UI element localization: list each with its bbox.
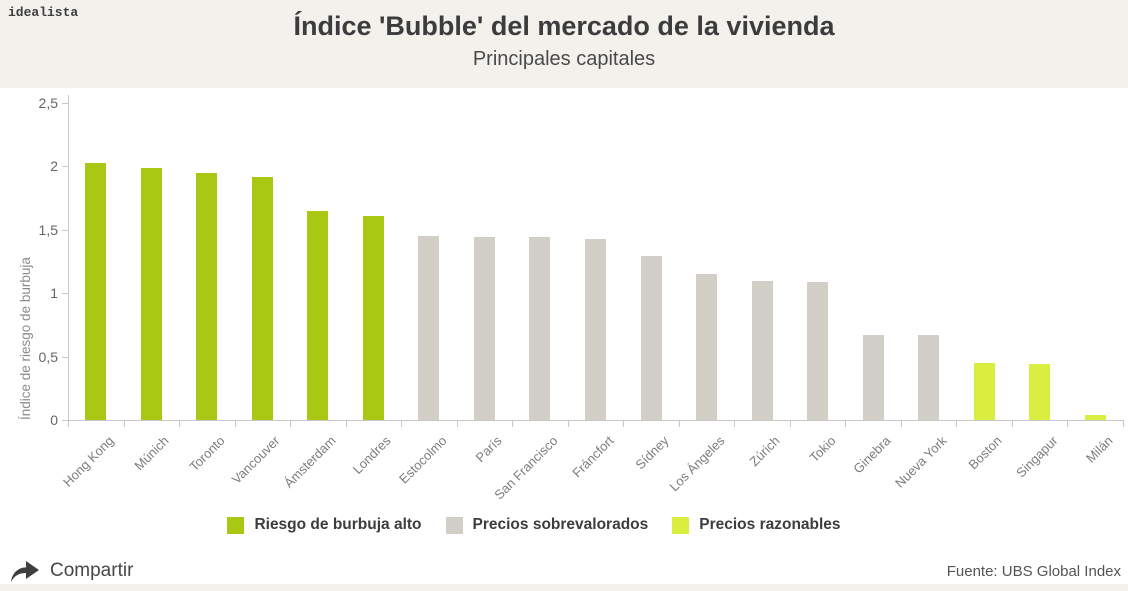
y-tick-mark	[62, 420, 68, 421]
chart-subtitle: Principales capitales	[472, 48, 656, 70]
bar-san-francisco	[529, 237, 550, 420]
y-tick-label: 1,5	[38, 221, 58, 238]
bar-amsterdam	[307, 211, 328, 420]
y-tick-label: 0	[50, 412, 58, 428]
bar-los-angeles	[696, 274, 717, 420]
y-tick-mark	[62, 229, 68, 231]
bar-milan	[1085, 415, 1106, 420]
legend-label: Riesgo de burbuja alto	[254, 516, 422, 533]
x-tick-mark	[1123, 420, 1124, 427]
x-tick-label: Hong Kong	[59, 433, 117, 490]
legend: Riesgo de burbuja alto Precios sobrevalo…	[0, 516, 1098, 534]
bar-estocolmo	[418, 236, 439, 420]
y-tick-label: 0,5	[38, 348, 58, 365]
x-tick-mark	[1067, 420, 1068, 427]
y-tick-label: 2,5	[38, 95, 58, 111]
x-tick-mark	[1012, 420, 1013, 427]
y-tick-mark	[62, 356, 68, 358]
x-tick-mark	[901, 420, 902, 427]
y-tick-mark	[62, 103, 68, 104]
bar-singapur	[1029, 364, 1050, 420]
y-tick-label: 2	[50, 158, 58, 175]
x-tick-mark	[956, 420, 957, 427]
x-axis	[68, 420, 1123, 421]
y-axis	[68, 95, 69, 427]
share-button[interactable]: Compartir	[9, 558, 133, 584]
y-tick-mark	[62, 293, 68, 295]
x-tick-mark	[790, 420, 791, 427]
share-arrow-icon	[9, 558, 41, 584]
bar-paris	[474, 237, 495, 420]
share-label: Compartir	[50, 560, 134, 581]
bar-francfort	[585, 239, 606, 420]
header-band	[0, 0, 1128, 88]
x-tick-mark	[179, 420, 180, 427]
bar-ginebra	[863, 335, 884, 420]
x-tick-mark	[845, 420, 846, 427]
y-tick-label: 1	[50, 285, 58, 302]
x-tick-mark	[512, 420, 513, 427]
y-tick-mark	[62, 166, 68, 168]
bar-nueva-york	[918, 335, 939, 420]
bottom-band	[0, 584, 1128, 591]
bar-boston	[974, 363, 995, 420]
x-tick-mark	[346, 420, 347, 427]
bar-sidney	[641, 256, 662, 420]
bar-toronto	[196, 173, 217, 420]
legend-swatch-riesgo-alto	[227, 516, 245, 534]
x-tick-mark	[623, 420, 624, 427]
x-tick-mark	[124, 420, 125, 427]
x-tick-mark	[68, 420, 69, 427]
bar-tokio	[807, 282, 828, 420]
x-tick-mark	[734, 420, 735, 427]
legend-item-riesgo-alto: Riesgo de burbuja alto	[227, 516, 422, 534]
bar-zurich	[752, 281, 773, 420]
x-tick-mark	[290, 420, 291, 427]
source-text: Fuente: UBS Global Index	[946, 563, 1121, 580]
x-tick-mark	[679, 420, 680, 427]
chart-title: Índice 'Bubble' del mercado de la vivien…	[293, 11, 835, 41]
x-tick-mark	[457, 420, 458, 427]
bar-londres	[363, 216, 384, 420]
legend-item-razonables: Precios razonables	[672, 516, 841, 534]
legend-swatch-sobrevalorados	[445, 516, 463, 534]
x-tick-mark	[401, 420, 402, 427]
bar-vancouver	[252, 177, 273, 420]
y-axis-label: Índice de riesgo de burbuja	[18, 257, 33, 420]
x-tick-mark	[235, 420, 236, 427]
idealista-logo: idealista	[8, 5, 79, 20]
bar-hong-kong	[85, 163, 106, 420]
legend-label: Precios razonables	[699, 516, 841, 533]
bar-munich	[141, 168, 162, 420]
legend-label: Precios sobrevalorados	[472, 516, 649, 533]
legend-swatch-razonables	[672, 516, 690, 534]
x-tick-mark	[568, 420, 569, 427]
legend-item-sobrevalorados: Precios sobrevalorados	[445, 516, 649, 534]
